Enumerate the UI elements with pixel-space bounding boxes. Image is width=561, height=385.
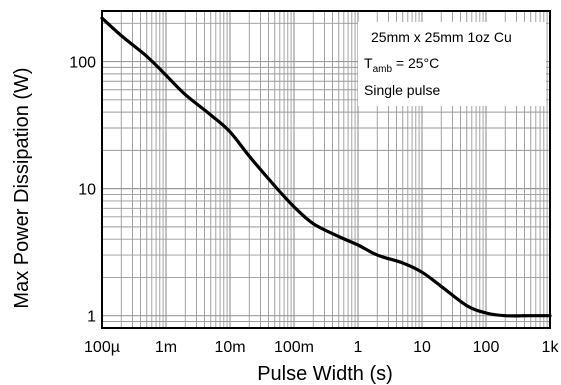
annotation-t-symbol: T xyxy=(364,55,373,71)
x-tick-label: 100µ xyxy=(84,339,120,356)
annotation-line-3: Single pulse xyxy=(364,82,440,98)
annotation-t-subscript: amb xyxy=(373,64,393,75)
annotation-line-2: Tamb = 25°C xyxy=(364,55,439,75)
annotation-t-value: = 25°C xyxy=(392,55,439,71)
annotation-box: 25mm x 25mm 1oz Cu Tamb = 25°C Single pu… xyxy=(358,22,546,106)
series-line xyxy=(100,16,552,318)
x-tick-label: 1m xyxy=(155,339,177,356)
x-axis-title: Pulse Width (s) xyxy=(257,363,393,385)
annotation-line-1: 25mm x 25mm 1oz Cu xyxy=(371,29,512,45)
x-tick-label: 1k xyxy=(542,339,560,356)
plot-frame xyxy=(101,10,551,329)
x-tick-label: 1 xyxy=(354,339,363,356)
x-tick-label: 100m xyxy=(274,339,314,356)
x-tick-label: 10 xyxy=(413,339,431,356)
x-tick-label: 10m xyxy=(214,339,245,356)
x-tick-label: 100 xyxy=(473,339,500,356)
y-tick-label: 100 xyxy=(69,55,96,72)
annotation-background xyxy=(358,22,546,106)
y-tick-label: 10 xyxy=(78,182,96,199)
y-axis-title: Max Power Dissipation (W) xyxy=(11,67,33,308)
x-tick-labels: 100µ 1m 10m 100m 1 10 100 1k xyxy=(84,339,559,356)
y-tick-label: 1 xyxy=(87,309,96,326)
y-tick-labels: 1 10 100 xyxy=(69,55,96,326)
